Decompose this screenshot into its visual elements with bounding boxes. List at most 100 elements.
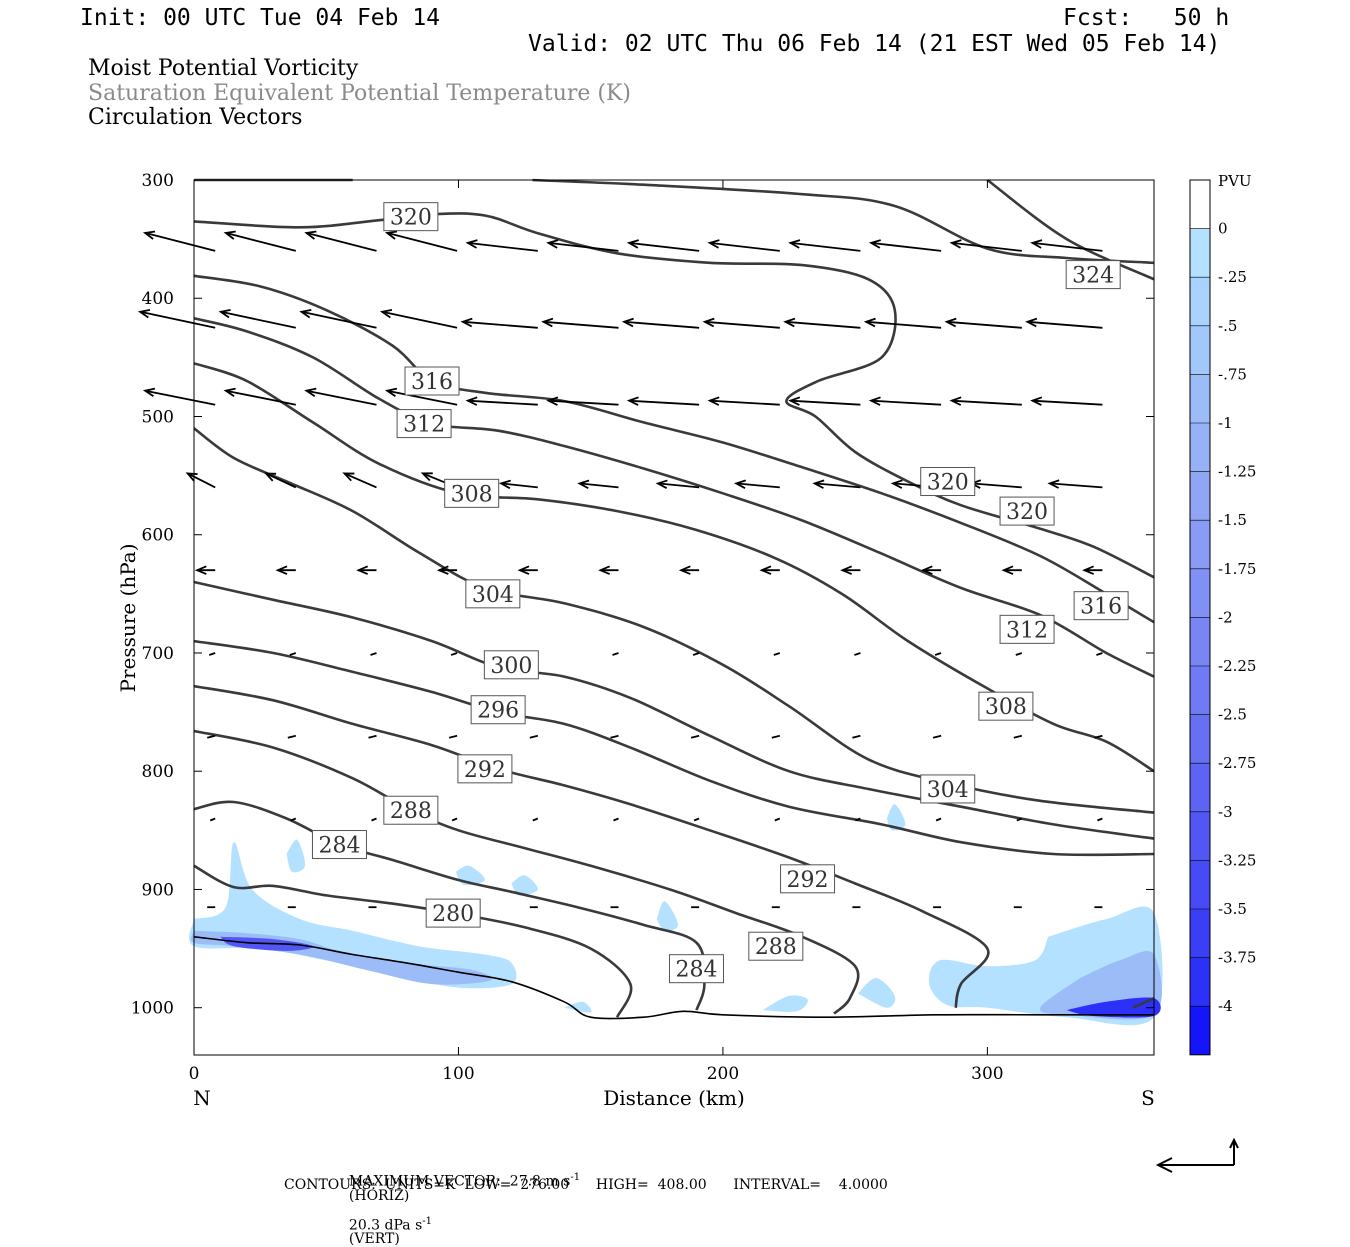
x-tick-label: 0 xyxy=(189,1064,200,1084)
isentrope-284-14 xyxy=(1132,997,1155,1009)
y-tick-label: 800 xyxy=(142,762,174,782)
circulation-vector xyxy=(690,734,700,739)
isentrope-288-11 xyxy=(193,729,860,1015)
contour-label-20: 284 xyxy=(675,958,717,983)
contour-label-box xyxy=(383,202,439,232)
colorbar-label: -.75 xyxy=(1218,365,1247,383)
contour-label-6: 320 xyxy=(1006,500,1048,525)
vector-arrowhead xyxy=(920,565,933,575)
circulation-vector xyxy=(1097,817,1103,822)
vector-layer xyxy=(137,230,1103,909)
colorbar-label: -1.75 xyxy=(1218,560,1256,578)
circulation-vector xyxy=(290,817,297,822)
vector-arrowhead xyxy=(759,565,772,575)
contour-label-box xyxy=(920,774,976,804)
colorbar-swatch xyxy=(1190,277,1210,326)
circulation-vector xyxy=(774,817,781,822)
circulation-vector xyxy=(1013,734,1023,739)
colorbar-label: 0 xyxy=(1218,220,1228,238)
vector-arrowhead xyxy=(949,396,962,406)
isentrope-312-5 xyxy=(193,317,1155,678)
colorbar-swatch xyxy=(1190,228,1210,278)
circulation-vector xyxy=(773,652,781,656)
circulation-vector xyxy=(368,734,377,739)
circulation-vector xyxy=(785,320,861,329)
circulation-vector xyxy=(870,242,942,252)
contour-label-box xyxy=(404,366,460,396)
colorbar-label: -2.25 xyxy=(1218,657,1256,675)
contour-label-8: 316 xyxy=(1080,595,1122,620)
colorbar-label: -3.5 xyxy=(1218,900,1247,918)
circulation-vector xyxy=(1096,652,1103,656)
vector-arrowhead xyxy=(788,239,801,249)
vector-arrowhead xyxy=(436,565,449,575)
vector-arrowhead xyxy=(194,565,207,575)
vector-arrowhead xyxy=(546,239,559,249)
vector-arrowhead xyxy=(1047,479,1060,489)
circulation-vector xyxy=(736,482,780,489)
isentrope-292-10 xyxy=(193,684,990,1008)
circulation-vector xyxy=(610,734,619,739)
contour-label-14: 304 xyxy=(927,778,969,803)
colorbar-swatch xyxy=(1190,374,1210,423)
contour-label-3: 312 xyxy=(403,413,445,438)
circulation-vector xyxy=(866,320,942,329)
vector-arrowhead xyxy=(733,479,747,489)
circulation-vector xyxy=(301,310,377,329)
circulation-vector xyxy=(1032,242,1103,252)
vector-arrowhead xyxy=(788,396,801,406)
vector-arrowhead xyxy=(465,239,478,249)
y-axis-title: Pressure (hPa) xyxy=(116,544,140,693)
circulation-vector xyxy=(1016,817,1023,822)
vector-arrowhead xyxy=(1030,239,1043,249)
colorbar-swatch xyxy=(1190,325,1210,375)
circulation-vector xyxy=(462,320,538,329)
colorbar-swatch xyxy=(1190,617,1210,666)
y-tick-label: 300 xyxy=(142,171,174,191)
y-tick-label: 400 xyxy=(142,289,174,309)
reference-vector-icon xyxy=(1155,1137,1239,1173)
isentrope-296-9 xyxy=(193,639,1155,857)
vector-arrowhead xyxy=(379,309,393,319)
circulation-vector xyxy=(208,652,216,656)
circulation-vector xyxy=(871,399,942,406)
y-tick-label: 600 xyxy=(142,526,174,546)
pv-shade-5 xyxy=(1066,997,1161,1018)
colorbar-swatch xyxy=(1190,520,1210,569)
circulation-vector xyxy=(140,310,216,329)
circulation-vector xyxy=(306,389,377,406)
colorbar-swatch xyxy=(1190,860,1210,909)
x-tick-label: 100 xyxy=(442,1064,474,1084)
circulation-vector xyxy=(306,232,377,252)
vector-arrowhead xyxy=(868,239,881,249)
circulation-vector xyxy=(187,472,216,489)
pv-shade-6 xyxy=(762,995,808,1012)
contour-label-box xyxy=(311,830,367,860)
vector-arrowhead xyxy=(598,565,611,575)
contour-label-10: 300 xyxy=(490,654,532,679)
colorbar-swatch xyxy=(1190,666,1210,715)
circulation-vector xyxy=(629,399,700,406)
circulation-vector xyxy=(448,734,458,739)
colorbar-label: -1.25 xyxy=(1218,463,1256,481)
pv-shade-9 xyxy=(511,875,538,896)
pv-shade-11 xyxy=(656,901,678,932)
colorbar-label: -.25 xyxy=(1218,268,1247,286)
circulation-vector xyxy=(287,734,297,739)
circulation-vector xyxy=(532,817,539,822)
circulation-vector xyxy=(1015,652,1023,656)
vector-arrowhead xyxy=(890,479,903,489)
vector-arrowhead xyxy=(142,230,156,240)
contour-label-16: 284 xyxy=(318,834,360,859)
contour-label-box xyxy=(999,496,1055,526)
contour-label-15: 288 xyxy=(390,799,432,824)
north-label: N xyxy=(193,1086,211,1110)
field-title-3: Circulation Vectors xyxy=(88,105,303,130)
terrain-line xyxy=(193,936,1154,1020)
y-tick-label: 1000 xyxy=(131,999,174,1019)
vector-arrowhead xyxy=(840,565,853,575)
contour-label-0: 320 xyxy=(390,206,432,231)
vector-arrowhead xyxy=(1082,565,1094,575)
circulation-vector xyxy=(709,399,780,406)
vector-arrowhead xyxy=(655,479,668,489)
